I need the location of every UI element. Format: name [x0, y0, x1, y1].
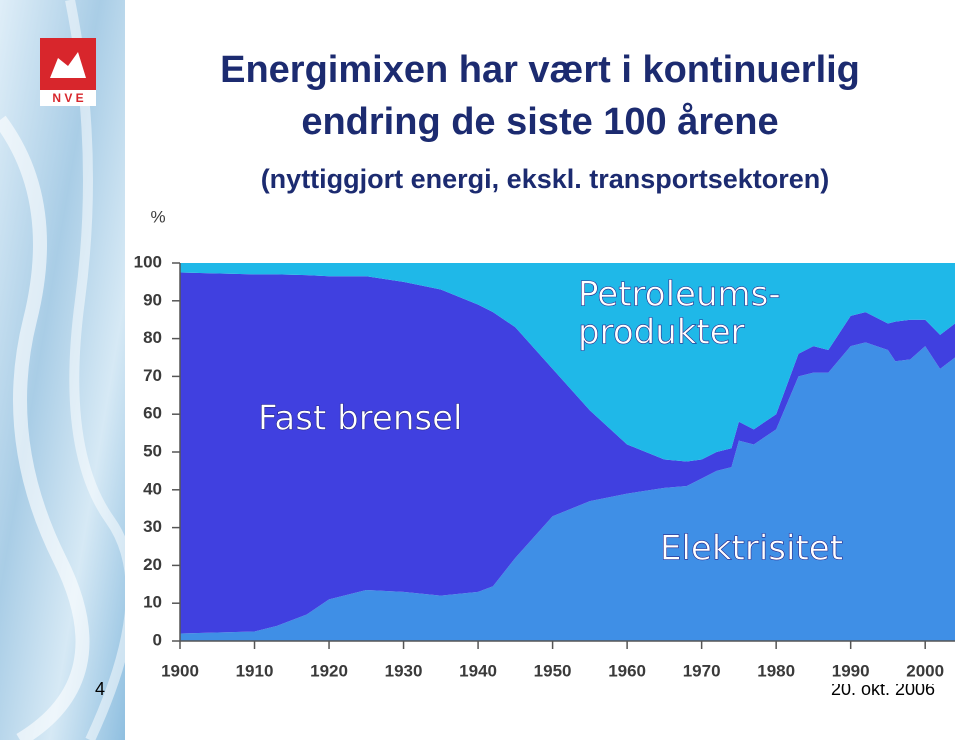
area-label: Elektrisitet	[660, 529, 843, 569]
x-tick-label: 1990	[832, 661, 870, 680]
y-tick-label: 70	[143, 366, 162, 385]
title-line: Energimixen har vært i kontinuerlig	[220, 49, 860, 91]
y-tick-label: 50	[143, 441, 162, 460]
logo: N V E	[40, 38, 96, 106]
logo-text: N V E	[52, 91, 83, 105]
area	[180, 342, 955, 641]
x-tick-label: 1930	[385, 661, 423, 680]
y-tick-label: 10	[143, 593, 162, 612]
x-tick-label: 1940	[459, 661, 497, 680]
y-tick-label: 30	[143, 517, 162, 536]
y-tick-label: 80	[143, 328, 162, 347]
y-tick-label: 0	[153, 630, 162, 649]
y-tick-label: 40	[143, 479, 162, 498]
subtitle: (nyttiggjort energi, ekskl. transportsek…	[261, 164, 830, 194]
y-tick-label: 90	[143, 290, 162, 309]
chart: 0 10 20 30 40 50 60 70 80 90 100 1900 1910 1920 1930 19…	[134, 252, 955, 680]
x-tick-label: 1900	[161, 661, 199, 680]
area	[180, 272, 955, 634]
x-tick-label: 1980	[757, 661, 795, 680]
area-label: Petroleums-	[578, 275, 781, 315]
x-tick-label: 2000	[906, 661, 944, 680]
area	[180, 263, 955, 462]
x-tick-label: 1920	[310, 661, 348, 680]
y-tick-label: 20	[143, 555, 162, 574]
logo-band	[40, 90, 96, 106]
decoration	[0, 115, 90, 745]
x-tick-label: 1970	[683, 661, 721, 680]
logo-shield	[40, 38, 96, 90]
x-tick-label: 1960	[608, 661, 646, 680]
title-line: endring de siste 100 årene	[301, 101, 778, 143]
area-label: Fast brensel	[258, 399, 462, 439]
y-tick-label: 100	[134, 252, 162, 271]
y-axis-label: %	[150, 207, 165, 226]
y-tick-label: 60	[143, 404, 162, 423]
x-tick-label: 1950	[534, 661, 572, 680]
area-label: produkter	[578, 313, 745, 353]
x-tick-label: 1910	[236, 661, 274, 680]
logo-lion	[50, 52, 86, 78]
page-number: 4	[95, 679, 105, 699]
